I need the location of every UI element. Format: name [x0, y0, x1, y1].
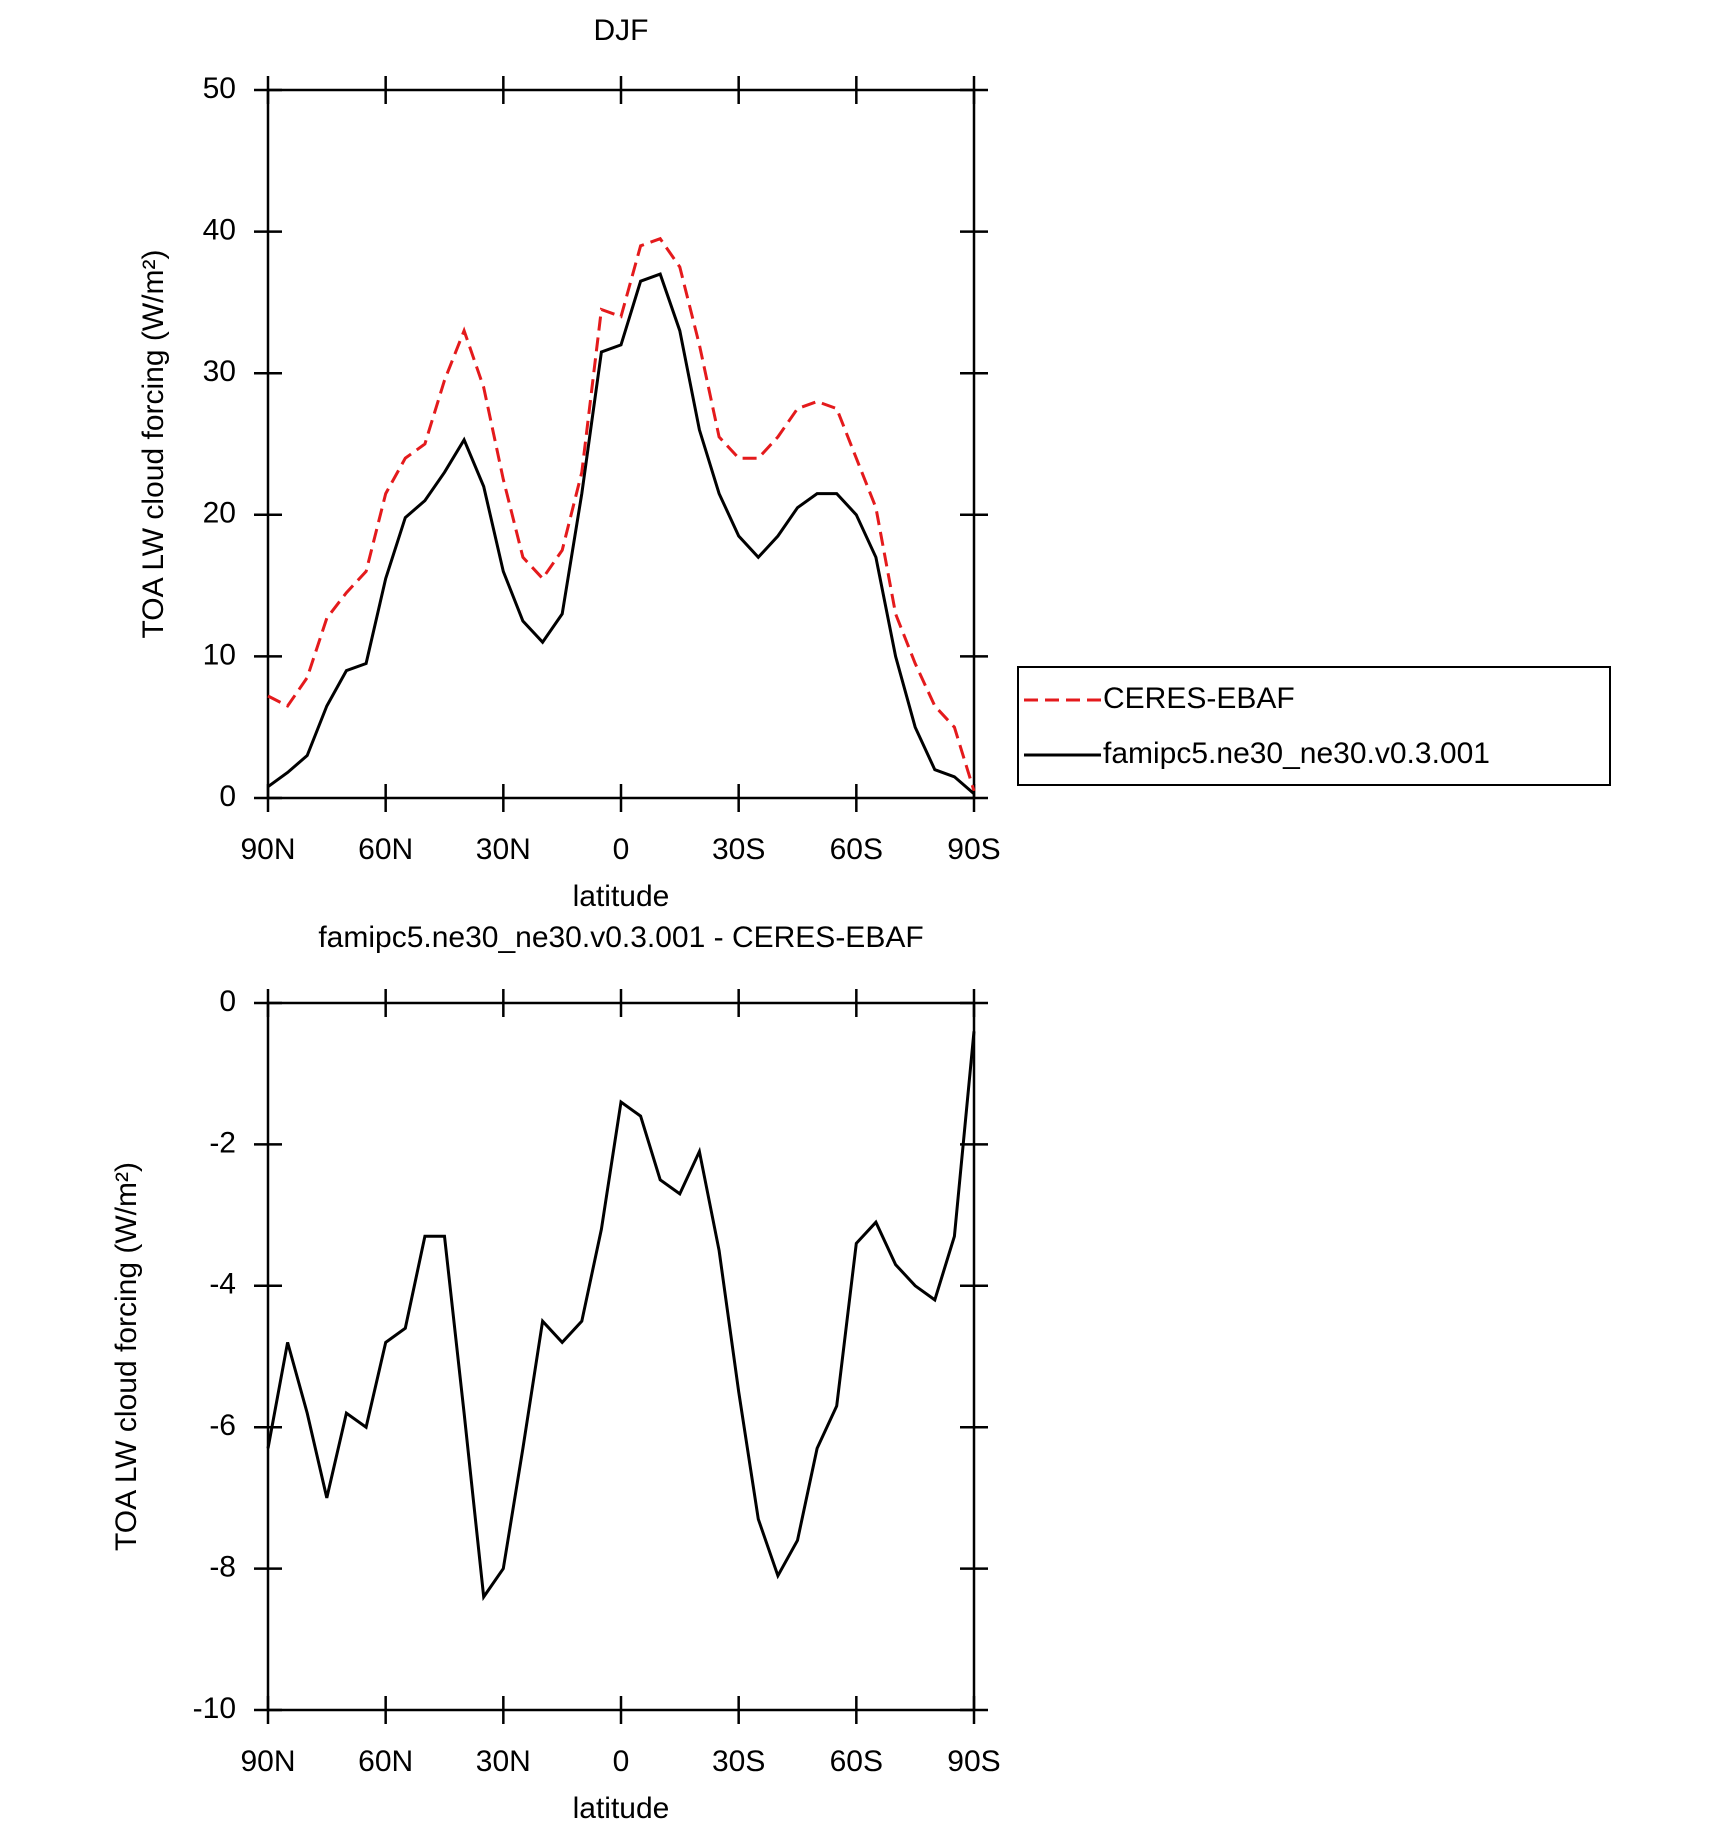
- x-tick-label: 0: [613, 1745, 630, 1778]
- legend-label: famipc5.ne30_ne30.v0.3.001: [1103, 737, 1490, 770]
- y-axis-label: TOA LW cloud forcing (W/m²): [137, 250, 170, 639]
- x-tick-label: 90N: [240, 1745, 295, 1778]
- x-tick-label: 60S: [830, 833, 883, 866]
- x-tick-label: 30S: [712, 1745, 765, 1778]
- plot-frame: [266, 1001, 976, 1712]
- x-tick-label: 0: [613, 833, 630, 866]
- data-line: [267, 236, 976, 792]
- y-tick-label: -6: [209, 1409, 236, 1442]
- y-tick-label: -10: [193, 1692, 236, 1725]
- chart-title: DJF: [594, 14, 649, 47]
- x-tick-label: 30N: [476, 833, 531, 866]
- y-tick-label: -8: [209, 1551, 236, 1584]
- x-tick-label: 60S: [830, 1745, 883, 1778]
- y-tick-label: -4: [209, 1268, 236, 1301]
- data-line: [267, 272, 975, 795]
- legend-label: CERES-EBAF: [1103, 682, 1295, 715]
- y-tick-label: 30: [203, 355, 236, 388]
- x-tick-label: 90S: [947, 833, 1000, 866]
- x-tick-label: 60N: [358, 833, 413, 866]
- x-axis-label: latitude: [573, 880, 670, 913]
- data-line: [266, 1031, 976, 1602]
- y-tick-label: 40: [203, 214, 236, 247]
- plot-frame: [266, 88, 976, 800]
- y-tick-label: 0: [219, 985, 236, 1018]
- x-axis-label: latitude: [573, 1792, 670, 1822]
- y-tick-label: 0: [219, 780, 236, 813]
- x-tick-label: 30N: [476, 1745, 531, 1778]
- y-tick-label: 10: [203, 638, 236, 671]
- x-tick-label: 90N: [240, 833, 295, 866]
- y-tick-label: 20: [203, 497, 236, 530]
- x-tick-label: 90S: [947, 1745, 1000, 1778]
- y-axis-label: TOA LW cloud forcing (W/m²): [110, 1162, 143, 1551]
- x-tick-label: 30S: [712, 833, 765, 866]
- y-tick-label: 50: [203, 72, 236, 105]
- legend-box: [1017, 666, 1611, 786]
- chart-title: famipc5.ne30_ne30.v0.3.001 - CERES-EBAF: [318, 921, 923, 954]
- y-tick-label: -2: [209, 1126, 236, 1159]
- x-tick-label: 60N: [358, 1745, 413, 1778]
